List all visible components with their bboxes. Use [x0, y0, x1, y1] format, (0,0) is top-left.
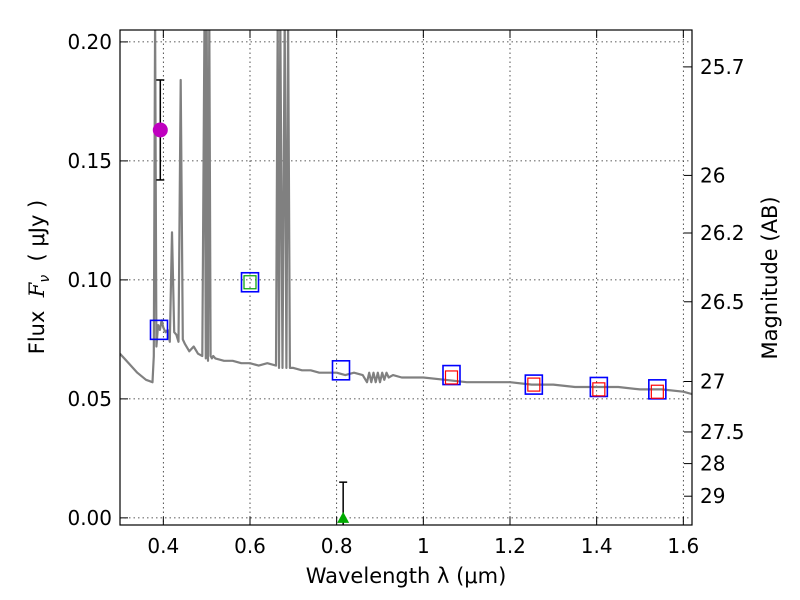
observed-photometry-box	[444, 370, 459, 385]
grid-lines	[120, 30, 692, 525]
y2-tick-label: 26.5	[700, 290, 745, 314]
y-tick-label: 0.15	[67, 149, 112, 173]
x-tick-label: 0.6	[234, 534, 266, 558]
tick-labels: 0.4 0.6 0.8 1 1.2 1.4 1.6 0.00 0.05 0.10 0.15 0.20 2…	[67, 30, 744, 558]
x-tick-label: 0.4	[147, 534, 179, 558]
model-photometry-box	[442, 364, 461, 386]
observed-photometry-box	[592, 382, 606, 397]
model-photometry-box	[331, 360, 351, 381]
y-axis-title-suffix: ( μJy )	[25, 200, 49, 275]
detection-point	[152, 122, 168, 138]
y-tick-label: 0.05	[67, 387, 112, 411]
y2-tick-label: 26.2	[700, 221, 745, 245]
y2-tick-label: 27	[700, 369, 725, 393]
y2-tick-label: 25.7	[700, 55, 745, 79]
x-tick-label: 1.4	[581, 534, 613, 558]
y-axis-title-prefix: Flux	[25, 297, 49, 354]
limit-point	[337, 511, 350, 523]
model-photometry-box	[589, 376, 609, 398]
axes	[119, 29, 693, 526]
model-photometry-box	[240, 271, 260, 293]
x-axis-title: Wavelength λ (μm)	[306, 564, 507, 588]
y2-axis-title: Magnitude (AB)	[758, 196, 782, 359]
y-axis-title: Flux Fν ( μJy )	[25, 200, 53, 355]
observed-photometry-box	[527, 377, 541, 392]
limit-photometry-box	[243, 275, 257, 290]
y-tick-label: 0.20	[67, 30, 112, 54]
model-spectrum-line	[120, 30, 692, 396]
y2-tick-label: 26	[700, 163, 725, 187]
y2-tick-label: 28	[700, 452, 725, 476]
x-tick-label: 1.6	[667, 534, 699, 558]
model-spectrum-layer	[120, 30, 692, 396]
x-tick-label: 1.2	[494, 534, 526, 558]
x-tick-label: 0.8	[321, 534, 353, 558]
model-photometry-box	[524, 374, 544, 395]
y2-tick-label: 27.5	[700, 420, 745, 444]
y-axis-title-symbol: F	[25, 281, 49, 298]
plot-frame	[119, 29, 693, 526]
y2-tick-label: 29	[700, 484, 725, 508]
x-tick-label: 1	[417, 534, 430, 558]
model-photometry-box	[149, 319, 169, 341]
y-tick-label: 0.00	[67, 506, 112, 530]
observed-photometry-box	[650, 384, 664, 399]
photometry-layer	[149, 79, 667, 525]
y-tick-label: 0.10	[67, 268, 112, 292]
y-axis-title-subscript: ν	[37, 275, 53, 283]
model-photometry-box	[648, 379, 667, 400]
